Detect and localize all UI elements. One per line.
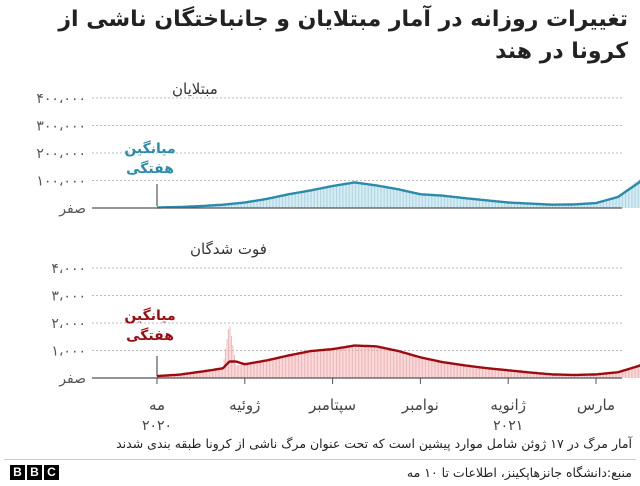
y-tick-label: ۱،۰۰۰ (51, 344, 86, 360)
page-title: تغییرات روزانه در آمار مبتلایان و جانباخ… (58, 7, 628, 64)
x-tick-label: سپتامبر (308, 396, 356, 415)
x-tick-sublabel: ۲۰۲۱ (493, 418, 523, 434)
y-tick-label: صفر (58, 371, 86, 387)
footer-divider (4, 459, 636, 460)
y-tick-label: ۲۰۰،۰۰۰ (36, 146, 86, 162)
bbc-logo-letter: B (10, 465, 25, 480)
bbc-logo-letter: B (27, 465, 42, 480)
bbc-logo-letter: C (44, 465, 59, 480)
y-tick-label: ۲،۰۰۰ (51, 316, 86, 332)
annotation-label: هفتگی (126, 160, 174, 177)
panel-title: فوت شدگان (190, 240, 267, 258)
annotation-label: هفتگی (126, 327, 174, 344)
weekly-average-line (157, 179, 640, 209)
x-tick-sublabel: ۲۰۲۰ (142, 418, 172, 434)
bbc-logo: B B C (10, 465, 59, 480)
y-tick-label: ۳،۰۰۰ (51, 289, 86, 305)
annotation-label: میانگین (124, 307, 175, 324)
y-tick-label: ۱۰۰،۰۰۰ (36, 174, 86, 190)
footnote: آمار مرگ در ۱۷ ژوئن شامل موارد پیشین است… (116, 436, 632, 451)
x-tick-label: نوامبر (401, 396, 439, 414)
x-tick-label: ژانویه (490, 396, 526, 414)
weekly-average-line (156, 344, 640, 378)
x-tick-label: ژوئیه (229, 396, 260, 414)
y-tick-label: صفر (58, 201, 86, 217)
panel-title: مبتلایان (172, 80, 218, 98)
y-tick-label: ۴۰۰،۰۰۰ (36, 91, 86, 107)
y-tick-label: ۴،۰۰۰ (51, 261, 86, 277)
x-tick-label: مه (149, 396, 165, 414)
x-tick-label: مارس (577, 396, 615, 414)
y-tick-label: ۳۰۰،۰۰۰ (36, 119, 86, 135)
source-credit: منبع:دانشگاه جانزهاپکینز، اطلاعات تا ۱۰ … (406, 465, 632, 480)
annotation-label: میانگین (124, 140, 175, 157)
